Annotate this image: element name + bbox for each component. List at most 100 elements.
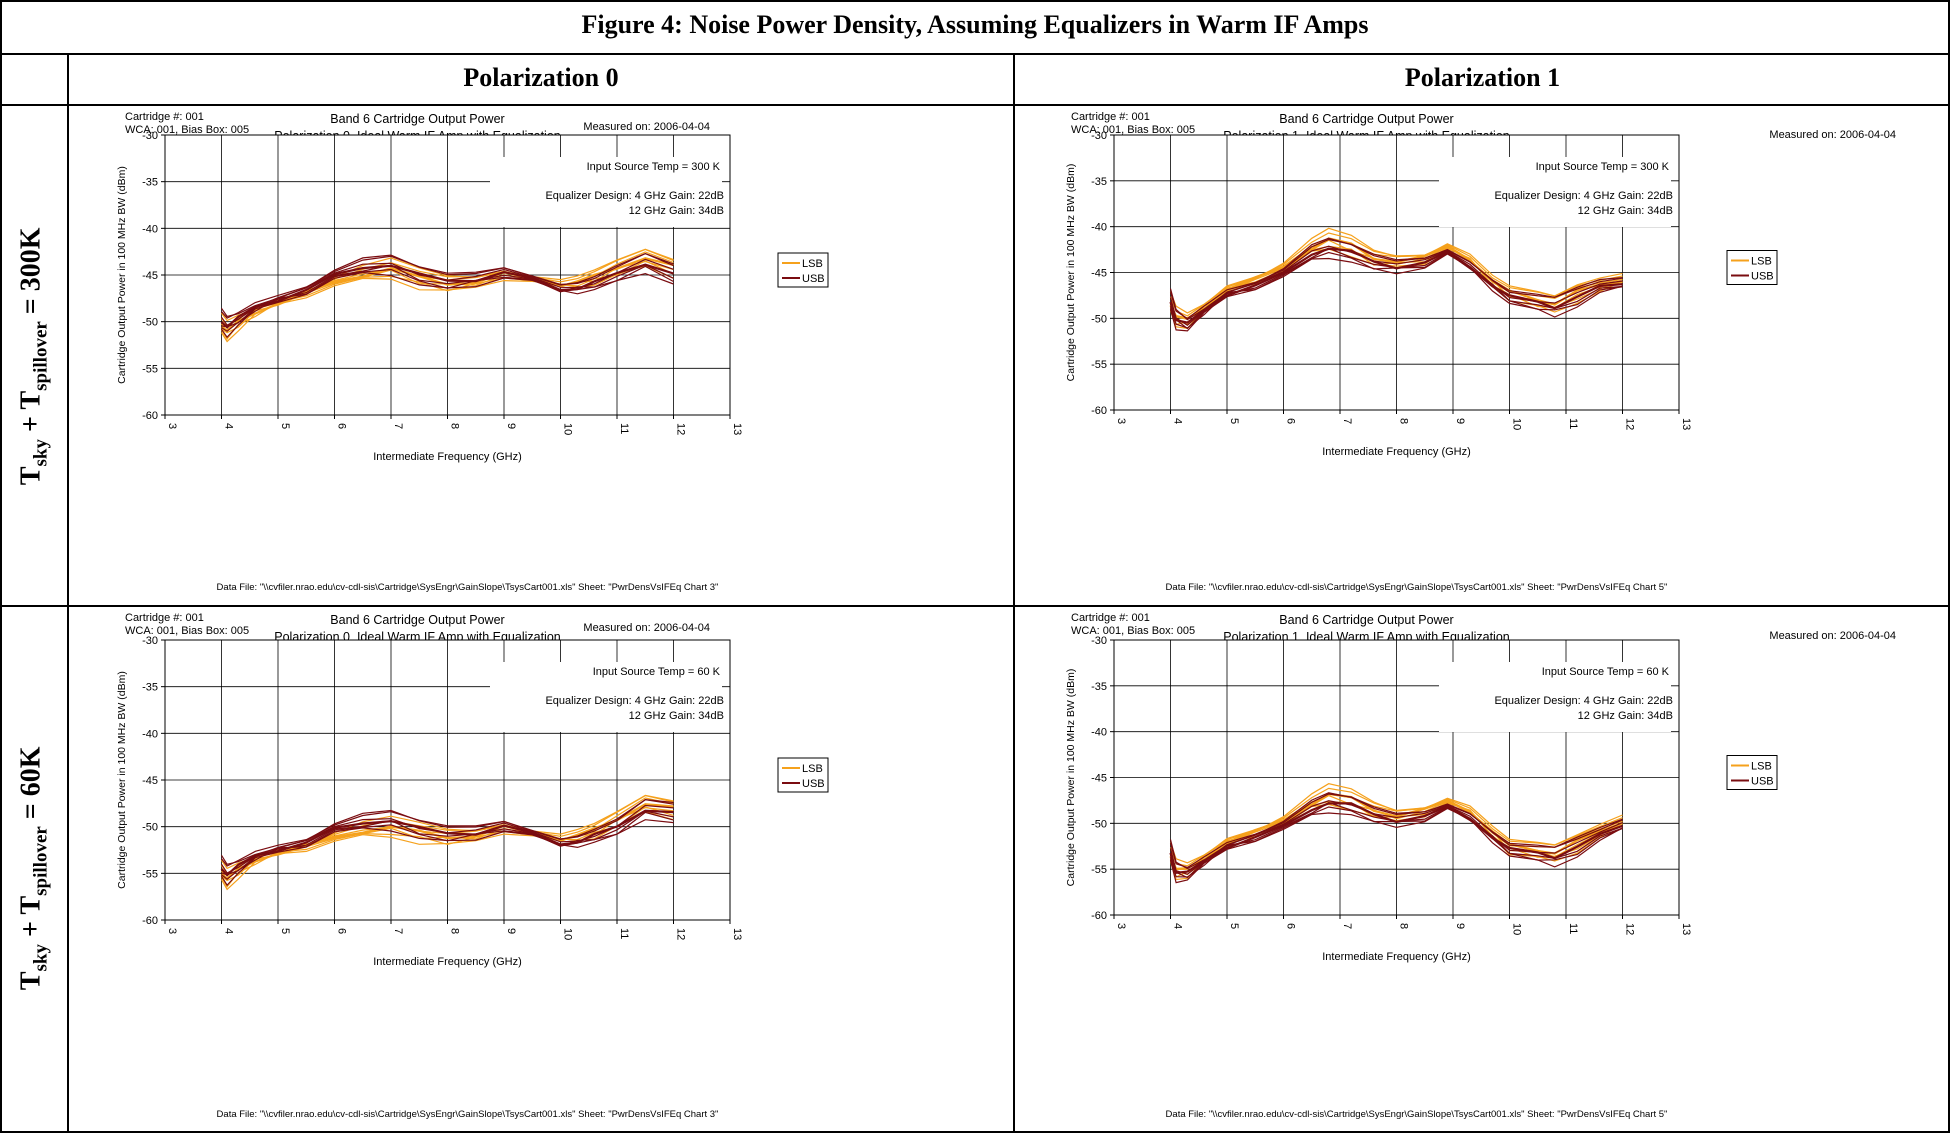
y-tick-label: -55 xyxy=(1091,864,1107,876)
annotation-equalizer: Equalizer Design: 4 GHz Gain: 22dB xyxy=(1494,190,1673,202)
measured-date: Measured on: 2006-04-04 xyxy=(583,121,710,133)
row-label-60k: Tsky + Tspillover = 60K xyxy=(15,746,52,991)
legend-label-usb: USB xyxy=(802,273,825,285)
y-tick-label: -60 xyxy=(142,915,158,927)
y-tick-label: -40 xyxy=(1091,727,1107,739)
x-tick-label: 12 xyxy=(1624,418,1636,430)
x-tick-label: 8 xyxy=(449,928,461,934)
y-tick-label: -55 xyxy=(1091,359,1107,371)
series-line-usb xyxy=(221,258,674,326)
chart-title: Band 6 Cartridge Output Power xyxy=(1279,112,1453,126)
divider-rows xyxy=(0,605,1950,607)
annotation-source-temp: Input Source Temp = 300 K xyxy=(1536,161,1670,173)
series-line-lsb xyxy=(1169,227,1623,314)
cartridge-label: Cartridge #: 001 xyxy=(125,612,204,624)
measured-date: Measured on: 2006-04-04 xyxy=(1769,129,1896,141)
annotation-source-temp: Input Source Temp = 300 K xyxy=(587,161,721,173)
y-tick-label: -30 xyxy=(142,635,158,647)
series-line-usb xyxy=(1169,792,1623,870)
wca-label: WCA: 001, Bias Box: 005 xyxy=(125,625,249,637)
x-tick-label: 3 xyxy=(166,423,178,429)
y-tick-label: -50 xyxy=(142,822,158,834)
y-tick-label: -45 xyxy=(142,270,158,282)
y-tick-label: -60 xyxy=(1091,910,1107,922)
x-tick-label: 5 xyxy=(279,423,291,429)
x-tick-label: 10 xyxy=(1511,923,1523,935)
x-tick-label: 4 xyxy=(223,423,235,429)
x-tick-label: 13 xyxy=(731,423,743,435)
series-line-usb xyxy=(1169,247,1623,324)
legend-label-usb: USB xyxy=(802,778,825,790)
y-tick-label: -35 xyxy=(1091,176,1107,188)
x-axis-label: Intermediate Frequency (GHz) xyxy=(373,451,522,463)
series-line-usb xyxy=(1169,793,1623,869)
cartridge-label: Cartridge #: 001 xyxy=(125,111,204,123)
y-tick-label: -45 xyxy=(1091,268,1107,280)
x-tick-label: 12 xyxy=(675,423,687,435)
series-line-usb xyxy=(221,271,674,339)
divider-rowlabel xyxy=(67,53,69,1133)
x-tick-label: 7 xyxy=(1341,418,1353,424)
x-tick-label: 11 xyxy=(1567,923,1579,934)
y-tick-label: -50 xyxy=(1091,818,1107,830)
x-tick-label: 3 xyxy=(1115,418,1127,424)
x-tick-label: 5 xyxy=(1228,923,1240,929)
series-line-usb xyxy=(221,252,674,319)
series-line-usb xyxy=(1169,238,1623,320)
series-line-usb xyxy=(220,804,674,874)
chart-title: Band 6 Cartridge Output Power xyxy=(1279,613,1453,627)
y-tick-label: -30 xyxy=(1091,635,1107,647)
x-tick-label: 5 xyxy=(279,928,291,934)
x-tick-label: 3 xyxy=(166,928,178,934)
series-line-usb xyxy=(220,819,674,887)
x-tick-label: 9 xyxy=(505,928,517,934)
x-tick-label: 7 xyxy=(392,928,404,934)
legend-label-lsb: LSB xyxy=(802,763,823,775)
x-tick-label: 6 xyxy=(1285,923,1297,929)
y-tick-label: -35 xyxy=(1091,681,1107,693)
y-tick-label: -55 xyxy=(142,868,158,880)
x-tick-label: 10 xyxy=(562,423,574,435)
x-tick-label: 11 xyxy=(618,423,630,434)
data-file-footer: Data File: "\\cvfiler.nrao.edu\cv-cdl-si… xyxy=(217,1109,719,1120)
chart-pol0-60k: Cartridge #: 001 WCA: 001, Bias Box: 005 B… xyxy=(70,608,1012,1131)
data-file-footer: Data File: "\\cvfiler.nrao.edu\cv-cdl-si… xyxy=(1166,582,1668,593)
annotation-box xyxy=(490,662,722,732)
column-header-pol0: Polarization 0 xyxy=(463,63,619,92)
chart-title: Band 6 Cartridge Output Power xyxy=(330,112,504,126)
y-axis-label: Cartridge Output Power in 100 MHz BW (dB… xyxy=(116,671,128,889)
series-line-usb xyxy=(220,798,674,865)
y-tick-label: -45 xyxy=(142,775,158,787)
y-tick-label: -30 xyxy=(142,130,158,142)
x-tick-label: 4 xyxy=(1172,923,1184,929)
series-line-usb xyxy=(221,252,674,318)
y-tick-label: -35 xyxy=(142,177,158,189)
x-tick-label: 10 xyxy=(1511,418,1523,430)
y-tick-label: -60 xyxy=(142,410,158,422)
annotation-gain12: 12 GHz Gain: 34dB xyxy=(629,205,724,217)
y-tick-label: -55 xyxy=(142,363,158,375)
wca-label: WCA: 001, Bias Box: 005 xyxy=(1071,124,1195,136)
annotation-source-temp: Input Source Temp = 60 K xyxy=(1542,666,1670,678)
y-tick-label: -45 xyxy=(1091,773,1107,785)
legend-label-lsb: LSB xyxy=(1751,761,1772,773)
y-tick-label: -40 xyxy=(142,728,158,740)
legend-label-lsb: LSB xyxy=(802,258,823,270)
x-tick-label: 10 xyxy=(562,928,574,940)
legend-box xyxy=(1726,250,1778,285)
x-tick-label: 6 xyxy=(336,928,348,934)
series-line-lsb xyxy=(1169,783,1623,864)
x-tick-label: 4 xyxy=(1172,418,1184,424)
y-axis-label: Cartridge Output Power in 100 MHz BW (dB… xyxy=(116,166,128,384)
x-tick-label: 13 xyxy=(1680,418,1692,430)
legend-box xyxy=(777,757,829,793)
legend-box xyxy=(777,252,829,288)
y-axis-label: Cartridge Output Power in 100 MHz BW (dB… xyxy=(1065,669,1077,887)
x-tick-label: 9 xyxy=(1454,418,1466,424)
data-file-footer: Data File: "\\cvfiler.nrao.edu\cv-cdl-si… xyxy=(1166,1109,1668,1120)
annotation-source-temp: Input Source Temp = 60 K xyxy=(593,666,721,678)
